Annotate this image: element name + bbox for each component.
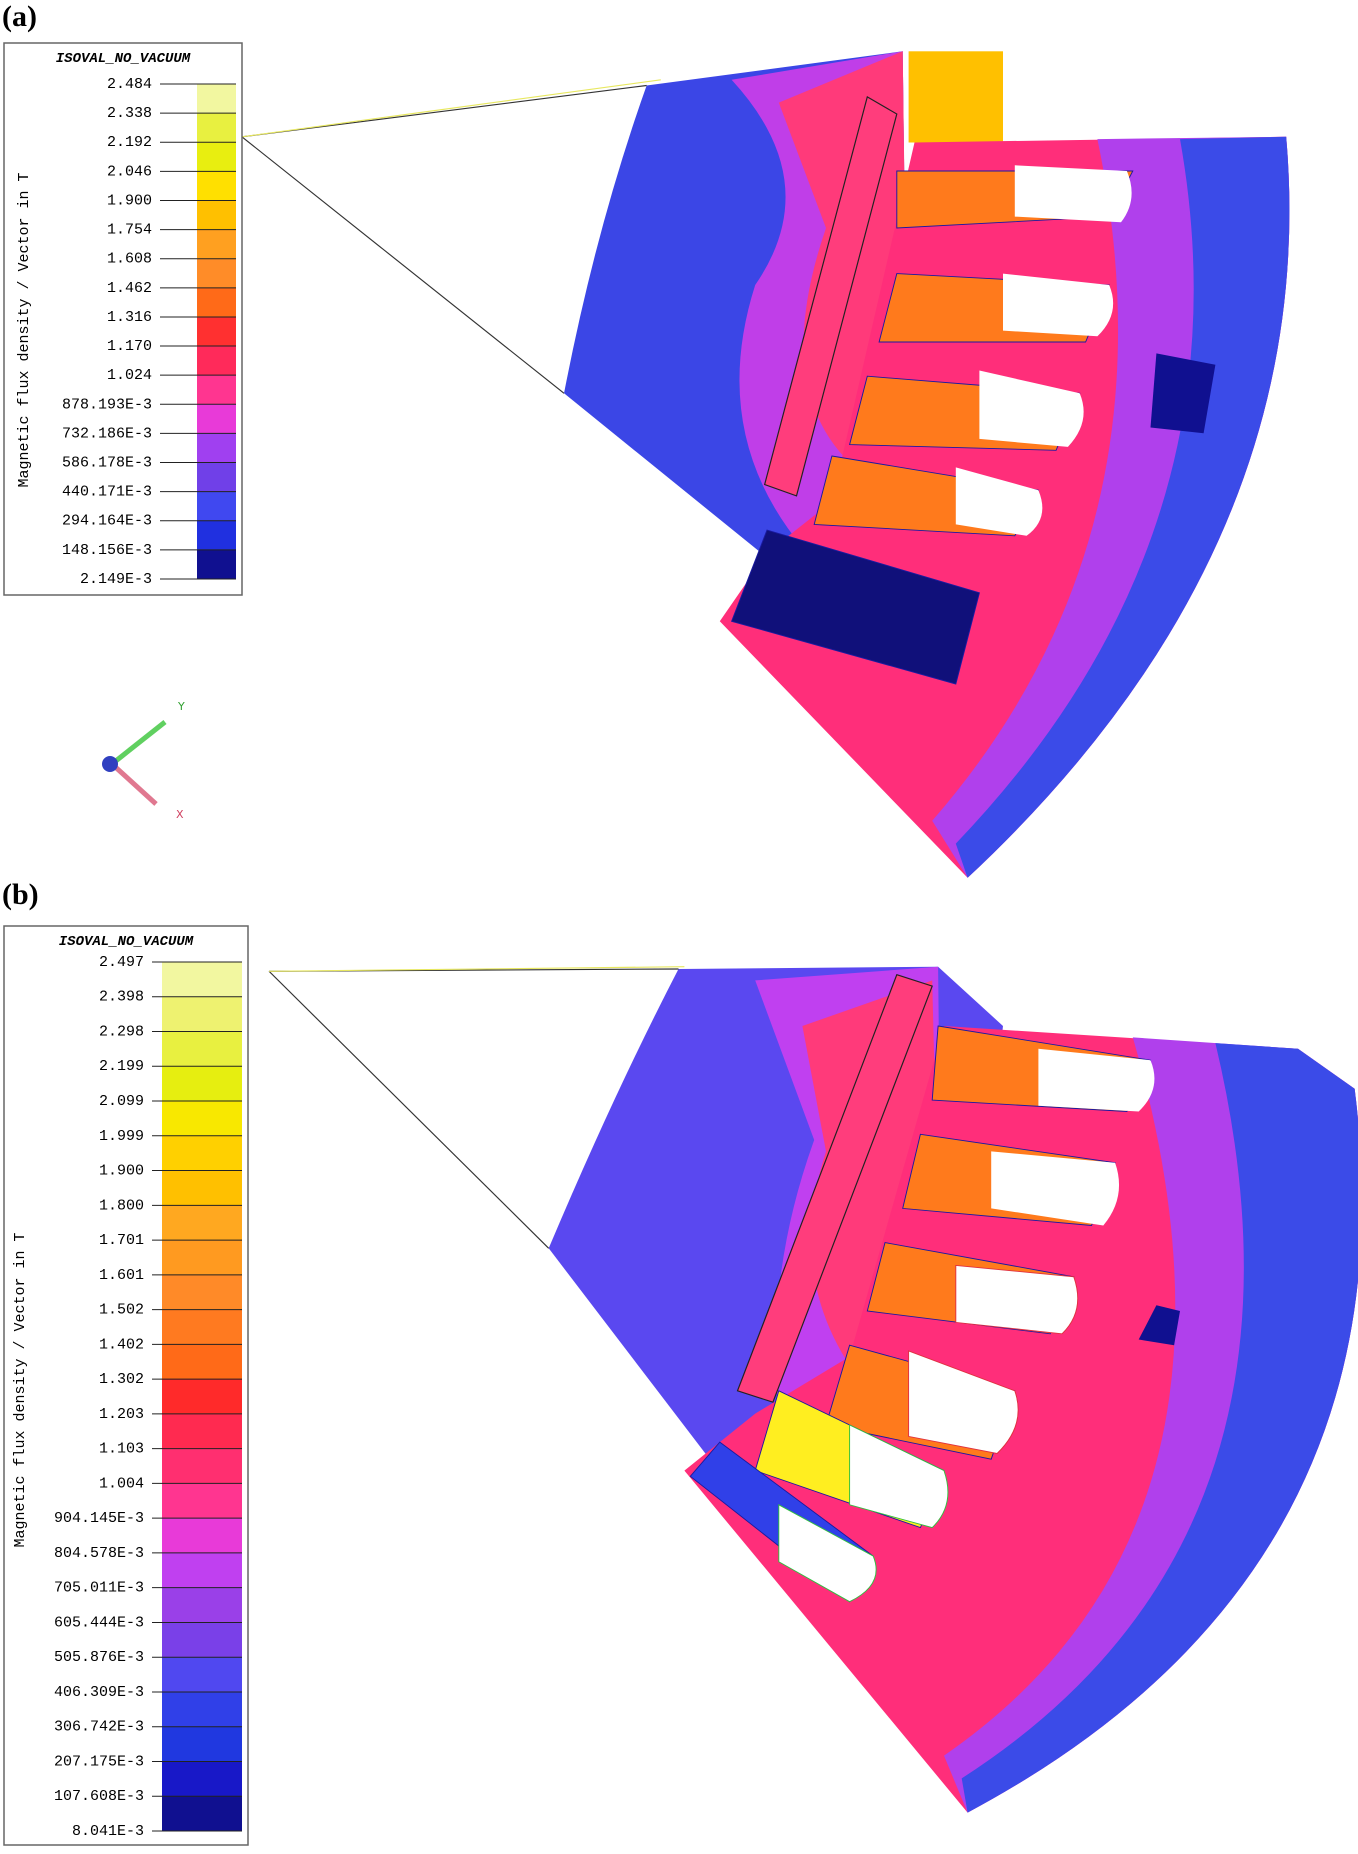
legend-swatch bbox=[162, 1691, 242, 1727]
legend-swatch bbox=[162, 1657, 242, 1692]
legend-level: 1.402 bbox=[99, 1336, 144, 1353]
legend-swatch bbox=[162, 1552, 242, 1588]
axis-label: Y bbox=[177, 700, 185, 713]
legend-level: 605.444E-3 bbox=[54, 1614, 144, 1631]
legend-level: 1.900 bbox=[99, 1163, 144, 1180]
motor-b bbox=[268, 966, 1358, 1813]
legend-level: 1.900 bbox=[107, 192, 152, 209]
legend-swatch bbox=[162, 1413, 242, 1449]
legend-swatch bbox=[197, 287, 236, 317]
legend-level: 406.309E-3 bbox=[54, 1684, 144, 1701]
legend-level: 2.149E-3 bbox=[80, 571, 152, 588]
legend-level: 586.178E-3 bbox=[62, 454, 152, 471]
legend-level: 505.876E-3 bbox=[54, 1649, 144, 1666]
legend-level: 2.398 bbox=[99, 989, 144, 1006]
legend-level: 1.203 bbox=[99, 1406, 144, 1423]
legend-swatch bbox=[162, 1031, 242, 1067]
geometry bbox=[241, 51, 1358, 1813]
legend-level: 306.742E-3 bbox=[54, 1719, 144, 1736]
legend-swatch bbox=[162, 1240, 242, 1275]
legend-swatch bbox=[162, 1101, 242, 1136]
triad-a: Y X bbox=[102, 700, 185, 821]
legend-swatch bbox=[197, 404, 236, 434]
legend-level: 1.502 bbox=[99, 1302, 144, 1319]
legend-swatch bbox=[162, 1274, 242, 1310]
legend-level: 2.046 bbox=[107, 163, 152, 180]
legend-title: ISOVAL_NO_VACUUM bbox=[56, 51, 191, 67]
legend-level: 804.578E-3 bbox=[54, 1545, 144, 1562]
legend-swatch bbox=[162, 1448, 242, 1484]
legend-level: 2.192 bbox=[107, 134, 152, 151]
legend-level: 1.754 bbox=[107, 222, 152, 239]
legend-level: 1.701 bbox=[99, 1232, 144, 1249]
legend-swatch bbox=[162, 962, 242, 997]
legend-level: 1.800 bbox=[99, 1197, 144, 1214]
legend-swatch bbox=[197, 229, 236, 259]
legend-quantity: Magnetic flux density / Vector in T bbox=[16, 172, 33, 487]
legend-swatch bbox=[162, 1170, 242, 1206]
legend-swatch bbox=[162, 1066, 242, 1102]
legend-swatch bbox=[162, 1796, 242, 1831]
legend-swatch bbox=[197, 520, 236, 550]
legend-level: 1.999 bbox=[99, 1128, 144, 1145]
legend-level: 1.601 bbox=[99, 1267, 144, 1284]
legend-level: 1.302 bbox=[99, 1371, 144, 1388]
legend-level: 148.156E-3 bbox=[62, 542, 152, 559]
legend-swatch bbox=[162, 1309, 242, 1345]
legend-swatch bbox=[162, 996, 242, 1032]
legend-swatch bbox=[197, 346, 236, 376]
legend-swatch bbox=[162, 1205, 242, 1241]
legend-level: 1.608 bbox=[107, 251, 152, 268]
legend-level: 2.484 bbox=[107, 76, 152, 93]
legend-swatch bbox=[162, 1344, 242, 1380]
legend-swatch bbox=[197, 84, 236, 114]
legend-swatch bbox=[197, 200, 236, 230]
legend-level: 2.497 bbox=[99, 954, 144, 971]
legend-swatch bbox=[162, 1483, 242, 1519]
legend-swatch bbox=[162, 1622, 242, 1658]
legend-swatch bbox=[162, 1135, 242, 1171]
panel-label: (b) bbox=[2, 878, 39, 911]
legend-swatch bbox=[162, 1379, 242, 1414]
legend-swatch bbox=[197, 113, 236, 143]
legend-swatch bbox=[197, 433, 236, 463]
legend-title: ISOVAL_NO_VACUUM bbox=[59, 934, 194, 950]
legend-level: 732.186E-3 bbox=[62, 425, 152, 442]
legend-level: 1.024 bbox=[107, 367, 152, 384]
legend-level: 878.193E-3 bbox=[62, 396, 152, 413]
legend-level: 705.011E-3 bbox=[54, 1580, 144, 1597]
legend-level: 107.608E-3 bbox=[54, 1788, 144, 1805]
legend-level: 440.171E-3 bbox=[62, 484, 152, 501]
legend-level: 1.004 bbox=[99, 1475, 144, 1492]
legend-swatch bbox=[162, 1761, 242, 1797]
legend-level: 207.175E-3 bbox=[54, 1753, 144, 1770]
legend-level: 2.338 bbox=[107, 105, 152, 122]
legend-swatch bbox=[197, 462, 236, 492]
motor-a bbox=[241, 51, 1290, 878]
legend-swatch bbox=[197, 171, 236, 201]
legend-level: 1.170 bbox=[107, 338, 152, 355]
legend-level: 1.462 bbox=[107, 280, 152, 297]
legend-level: 2.298 bbox=[99, 1023, 144, 1040]
legend-swatch bbox=[197, 316, 236, 347]
legend-level: 8.041E-3 bbox=[72, 1823, 144, 1840]
legend-swatch bbox=[162, 1587, 242, 1623]
legend-level: 294.164E-3 bbox=[62, 513, 152, 530]
panel-label: (a) bbox=[2, 0, 37, 33]
legend-level: 2.199 bbox=[99, 1058, 144, 1075]
legend-level: 2.099 bbox=[99, 1093, 144, 1110]
legend-swatch bbox=[197, 491, 236, 521]
legend-level: 904.145E-3 bbox=[54, 1510, 144, 1527]
legend-swatch bbox=[197, 142, 236, 172]
legend-level: 1.103 bbox=[99, 1441, 144, 1458]
legend-swatch bbox=[197, 258, 236, 288]
legend-swatch bbox=[162, 1518, 242, 1553]
legend-swatch bbox=[197, 549, 236, 579]
legend-swatch bbox=[197, 375, 236, 405]
legend-level: 1.316 bbox=[107, 309, 152, 326]
axis-label: X bbox=[176, 808, 184, 821]
legend-quantity: Magnetic flux density / Vector in T bbox=[12, 1232, 29, 1547]
legend-swatch bbox=[162, 1726, 242, 1762]
